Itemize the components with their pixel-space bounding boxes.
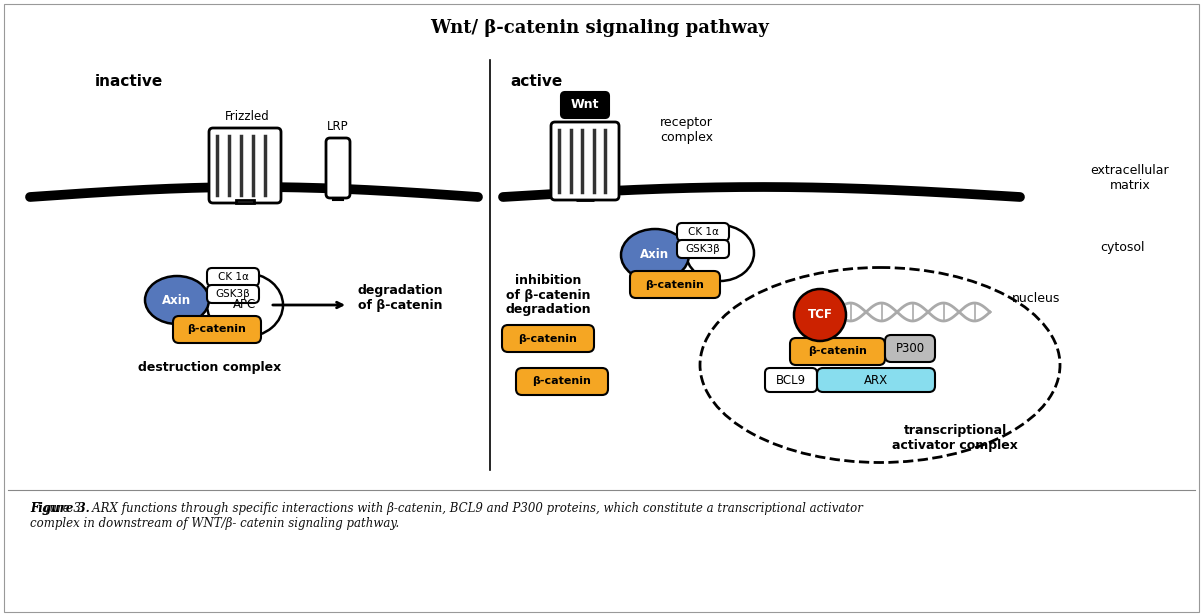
Text: inhibition
of β-catenin
degradation: inhibition of β-catenin degradation — [505, 274, 591, 317]
Text: active: active — [510, 75, 562, 89]
Ellipse shape — [207, 273, 283, 337]
Text: Figure 3.: Figure 3. — [30, 502, 90, 515]
Text: BCL9: BCL9 — [776, 373, 806, 386]
Ellipse shape — [794, 289, 846, 341]
Text: Figure 3.  ARX functions through specific interactions with β-catenin, BCL9 and : Figure 3. ARX functions through specific… — [30, 502, 863, 530]
Text: CK 1α: CK 1α — [218, 272, 249, 282]
Text: TCF: TCF — [807, 309, 832, 322]
Text: GSK3β: GSK3β — [686, 244, 721, 254]
Ellipse shape — [146, 276, 209, 324]
Text: LRP: LRP — [327, 120, 349, 132]
Text: inactive: inactive — [95, 75, 164, 89]
FancyBboxPatch shape — [207, 285, 259, 303]
FancyBboxPatch shape — [516, 368, 608, 395]
Text: APC: APC — [709, 246, 731, 259]
Text: ARX: ARX — [864, 373, 888, 386]
Text: transcriptional
activator complex: transcriptional activator complex — [893, 424, 1018, 452]
Text: Wnt/ β-catenin signaling pathway: Wnt/ β-catenin signaling pathway — [431, 19, 770, 37]
Text: APC: APC — [233, 299, 256, 312]
FancyBboxPatch shape — [326, 138, 350, 198]
Text: Frizzled: Frizzled — [225, 110, 269, 123]
FancyBboxPatch shape — [551, 122, 620, 200]
FancyBboxPatch shape — [765, 368, 817, 392]
Text: receptor
complex: receptor complex — [660, 116, 713, 144]
Text: cytosol: cytosol — [1101, 241, 1145, 254]
Bar — [236, 200, 254, 203]
Text: β-catenin: β-catenin — [646, 280, 705, 290]
FancyBboxPatch shape — [817, 368, 935, 392]
Text: extracellular
matrix: extracellular matrix — [1091, 164, 1169, 192]
Text: Axin: Axin — [640, 248, 670, 262]
FancyBboxPatch shape — [630, 271, 721, 298]
Text: β-catenin: β-catenin — [188, 325, 247, 334]
FancyBboxPatch shape — [677, 223, 729, 241]
Text: β-catenin: β-catenin — [533, 376, 592, 386]
Text: destruction complex: destruction complex — [138, 362, 282, 375]
FancyBboxPatch shape — [209, 128, 282, 203]
FancyBboxPatch shape — [790, 338, 885, 365]
FancyBboxPatch shape — [173, 316, 261, 343]
Text: degradation
of β-catenin: degradation of β-catenin — [357, 284, 443, 312]
Text: Axin: Axin — [162, 293, 191, 307]
Ellipse shape — [621, 229, 689, 281]
Bar — [333, 198, 343, 200]
Ellipse shape — [686, 225, 754, 281]
Text: β-catenin: β-catenin — [518, 333, 577, 344]
FancyBboxPatch shape — [561, 92, 609, 118]
Text: Wnt: Wnt — [570, 99, 599, 111]
Text: P300: P300 — [895, 341, 925, 354]
Text: β-catenin: β-catenin — [808, 346, 867, 357]
Text: GSK3β: GSK3β — [215, 289, 250, 299]
Text: nucleus: nucleus — [1012, 291, 1060, 304]
FancyBboxPatch shape — [885, 335, 935, 362]
FancyBboxPatch shape — [677, 240, 729, 258]
FancyBboxPatch shape — [502, 325, 594, 352]
FancyBboxPatch shape — [207, 268, 259, 286]
Text: CK 1α: CK 1α — [688, 227, 718, 237]
